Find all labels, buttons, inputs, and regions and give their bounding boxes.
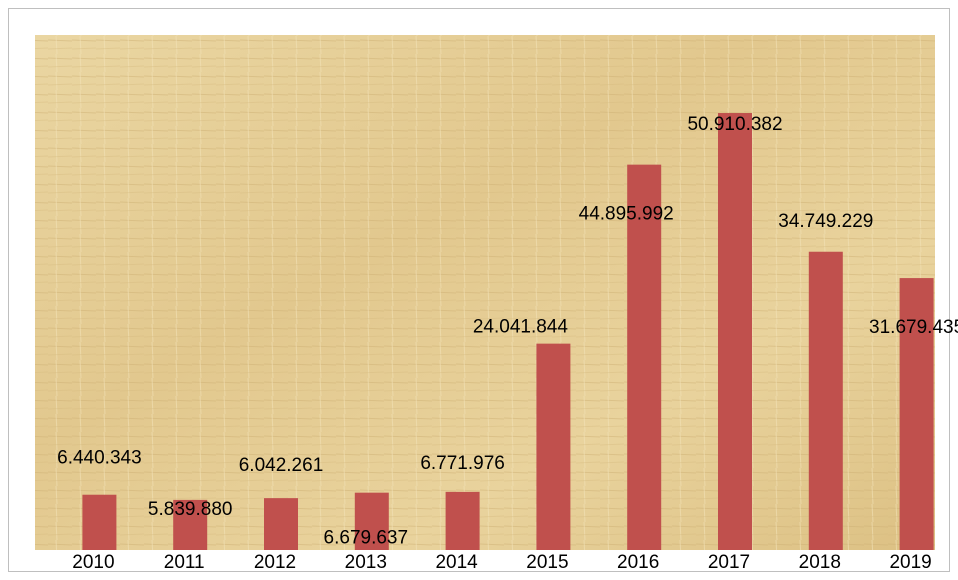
data-label: 50.910.382 (687, 114, 782, 135)
data-label: 6.042.261 (239, 455, 324, 476)
x-tick-label: 2017 (708, 552, 750, 573)
x-tick-label: 2019 (889, 552, 931, 573)
data-label: 34.749.229 (778, 211, 873, 232)
data-label: 6.771.976 (420, 453, 505, 474)
bar (899, 278, 934, 550)
x-tick-label: 2018 (799, 552, 841, 573)
x-tick-label: 2014 (435, 552, 478, 573)
data-label: 44.895.992 (579, 204, 674, 225)
bar (808, 251, 843, 550)
x-tick-label: 2013 (345, 552, 387, 573)
data-label: 6.679.637 (324, 528, 409, 549)
x-tick-label: 2010 (72, 552, 114, 573)
x-tick-label: 2012 (254, 552, 296, 573)
x-tick-label: 2011 (164, 552, 205, 573)
plot-texture (35, 35, 935, 550)
x-tick-label: 2015 (526, 552, 568, 573)
data-label: 24.041.844 (473, 317, 569, 338)
bar (82, 494, 117, 550)
bar (445, 491, 480, 550)
bar (718, 113, 752, 550)
bar (264, 498, 298, 550)
bar (173, 499, 208, 550)
bar (627, 164, 662, 550)
x-tick-label: 2016 (617, 552, 659, 573)
bar (536, 343, 571, 550)
data-label: 5.839.880 (148, 499, 233, 520)
bar (354, 492, 389, 550)
data-label: 31.679.435 (869, 317, 958, 338)
data-label: 6.440.343 (57, 448, 142, 469)
